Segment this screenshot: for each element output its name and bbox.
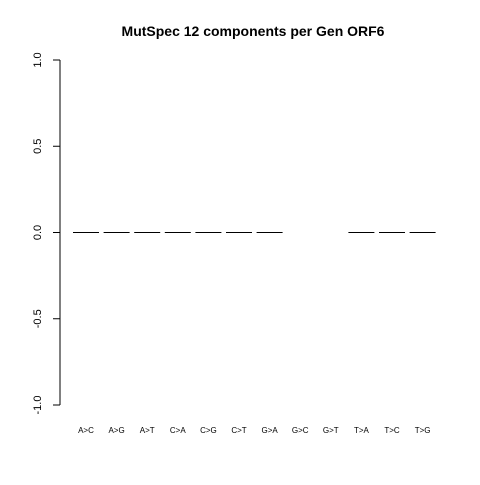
x-tick-label: G>C [292, 426, 309, 435]
y-tick-label: 0.5 [32, 139, 44, 154]
x-tick-label: C>T [231, 426, 246, 435]
y-tick-label: -1.0 [32, 396, 44, 415]
x-tick-label: C>A [170, 426, 186, 435]
y-axis-ticks: 1.0 0.5 0.0 -0.5 -1.0 [32, 52, 60, 414]
x-tick-label: A>T [140, 426, 155, 435]
x-tick-label: T>A [354, 426, 370, 435]
x-tick-label: T>C [384, 426, 400, 435]
x-tick-label: G>T [323, 426, 339, 435]
x-axis-labels: A>C A>G A>T C>A C>G C>T G>A G>C G>T T>A T>C T>G [78, 426, 430, 435]
y-tick-label: 0.0 [32, 225, 44, 240]
x-tick-label: T>G [415, 426, 431, 435]
y-tick-label: 1.0 [32, 52, 44, 67]
x-tick-label: C>G [200, 426, 217, 435]
y-tick-label: -0.5 [32, 309, 44, 328]
x-tick-label: A>G [108, 426, 124, 435]
chart-title: MutSpec 12 components per Gen ORF6 [122, 23, 385, 39]
x-tick-label: G>A [261, 426, 278, 435]
x-tick-label: A>C [78, 426, 94, 435]
